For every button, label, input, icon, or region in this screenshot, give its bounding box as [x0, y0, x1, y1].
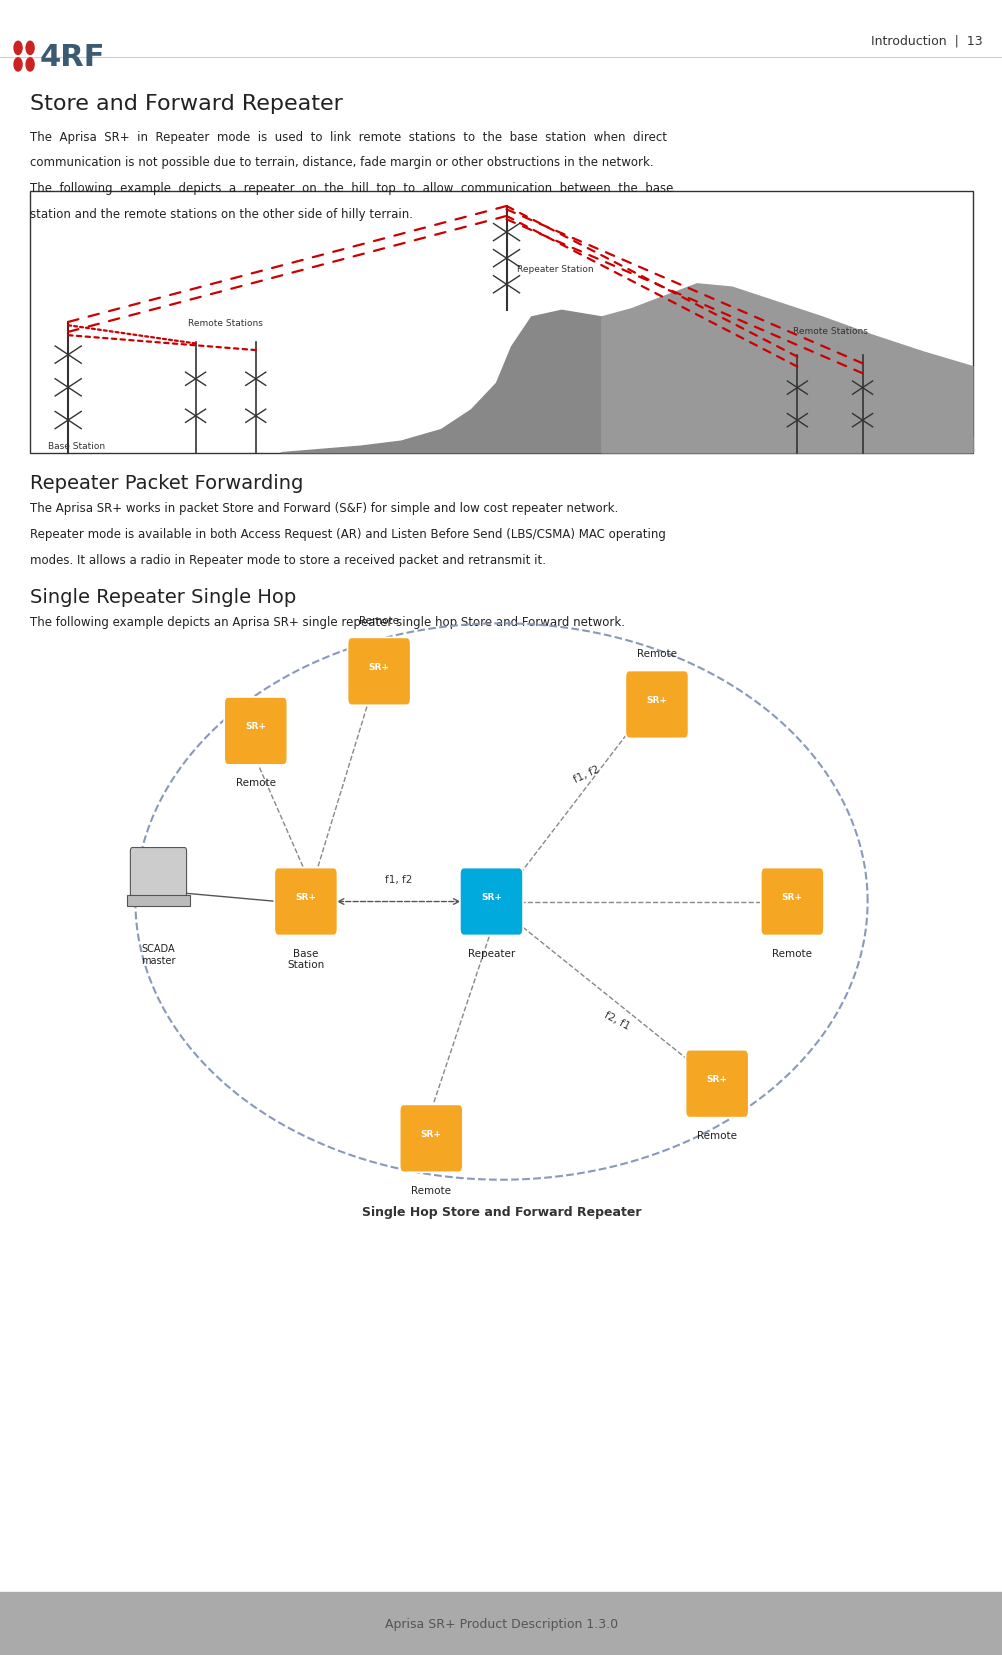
Text: f2, f1: f2, f1: [602, 1010, 630, 1031]
Text: Remote: Remote: [636, 649, 676, 659]
Bar: [0, 1592, 1002, 1655]
Circle shape: [14, 58, 22, 73]
Text: SR+: SR+: [706, 1074, 726, 1084]
Text: f1, f2: f1, f2: [572, 765, 600, 784]
Text: SR+: SR+: [782, 892, 802, 902]
Text: Introduction  |  13: Introduction | 13: [871, 35, 982, 48]
Text: Repeater: Repeater: [467, 948, 515, 958]
FancyBboxPatch shape: [625, 672, 688, 738]
FancyBboxPatch shape: [761, 867, 824, 937]
Text: SR+: SR+: [646, 695, 666, 705]
Text: f1, f2: f1, f2: [385, 874, 412, 884]
Text: Single Repeater Single Hop: Single Repeater Single Hop: [30, 588, 296, 606]
Polygon shape: [601, 285, 972, 453]
Text: Remote: Remote: [411, 1185, 451, 1195]
Text: Base
Station: Base Station: [287, 948, 325, 970]
Text: 4RF: 4RF: [40, 43, 105, 71]
Text: Repeater Packet Forwarding: Repeater Packet Forwarding: [30, 473, 304, 492]
FancyBboxPatch shape: [347, 637, 411, 705]
Text: Base Station: Base Station: [48, 442, 105, 452]
Text: Repeater Station: Repeater Station: [516, 265, 592, 273]
Text: SR+: SR+: [245, 722, 266, 732]
Text: Remote: Remote: [235, 778, 276, 788]
FancyBboxPatch shape: [224, 697, 288, 765]
Circle shape: [14, 41, 22, 55]
Bar: [30, 192, 972, 453]
Text: Remote Stations: Remote Stations: [188, 319, 263, 328]
Text: SR+: SR+: [296, 892, 316, 902]
Text: Store and Forward Repeater: Store and Forward Repeater: [30, 94, 343, 114]
FancyBboxPatch shape: [459, 867, 523, 937]
Text: The following example depicts an Aprisa SR+ single repeater single hop Store and: The following example depicts an Aprisa …: [30, 616, 624, 629]
FancyBboxPatch shape: [685, 1051, 747, 1119]
Text: Remote: Remote: [772, 948, 812, 958]
FancyBboxPatch shape: [130, 847, 186, 897]
Text: SCADA
master: SCADA master: [141, 943, 175, 965]
Text: communication is not possible due to terrain, distance, fade margin or other obs: communication is not possible due to ter…: [30, 156, 653, 169]
Text: Remote: Remote: [696, 1130, 736, 1140]
FancyBboxPatch shape: [274, 867, 337, 937]
FancyBboxPatch shape: [399, 1106, 462, 1172]
Circle shape: [26, 41, 34, 55]
Text: The  following  example  depicts  a  repeater  on  the  hill  top  to  allow  co: The following example depicts a repeater…: [30, 182, 672, 195]
Text: modes. It allows a radio in Repeater mode to store a received packet and retrans: modes. It allows a radio in Repeater mod…: [30, 553, 545, 566]
Text: The  Aprisa  SR+  in  Repeater  mode  is  used  to  link  remote  stations  to  : The Aprisa SR+ in Repeater mode is used …: [30, 131, 666, 144]
Bar: [127, 895, 189, 907]
Text: Remote Stations: Remote Stations: [793, 328, 867, 336]
Polygon shape: [281, 311, 972, 453]
Text: SR+: SR+: [369, 662, 389, 672]
Text: The Aprisa SR+ works in packet Store and Forward (S&F) for simple and low cost r: The Aprisa SR+ works in packet Store and…: [30, 501, 617, 515]
Text: Remote: Remote: [359, 616, 399, 626]
Text: Single Hop Store and Forward Repeater: Single Hop Store and Forward Repeater: [362, 1205, 640, 1218]
Circle shape: [26, 58, 34, 73]
Text: station and the remote stations on the other side of hilly terrain.: station and the remote stations on the o…: [30, 207, 413, 220]
Text: SR+: SR+: [481, 892, 501, 902]
Text: Repeater mode is available in both Access Request (AR) and Listen Before Send (L: Repeater mode is available in both Acces…: [30, 528, 665, 541]
Text: SR+: SR+: [421, 1129, 441, 1139]
Text: Aprisa SR+ Product Description 1.3.0: Aprisa SR+ Product Description 1.3.0: [385, 1617, 617, 1630]
